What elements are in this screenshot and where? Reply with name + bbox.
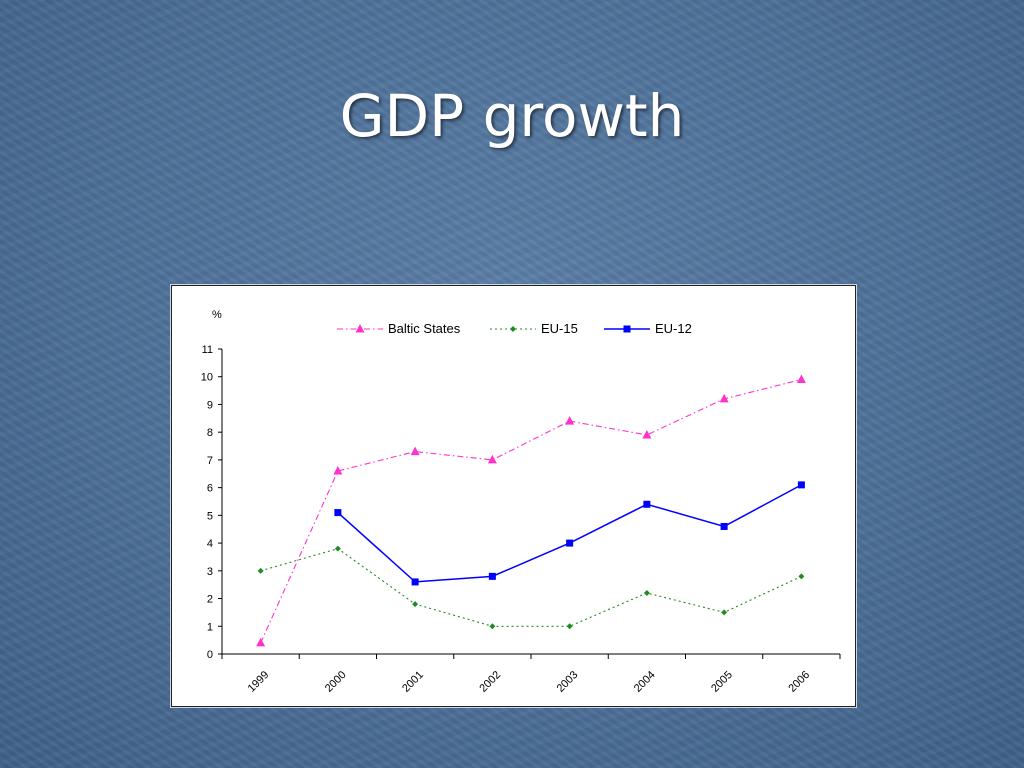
series-line bbox=[260, 548, 802, 627]
data-point bbox=[566, 623, 573, 630]
data-point bbox=[410, 446, 420, 456]
legend-label: EU-15 bbox=[541, 321, 578, 336]
data-point bbox=[720, 522, 728, 530]
data-point bbox=[487, 454, 497, 464]
gdp-line-chart: % Baltic States EU-15 EU-12 0 1 2 3 4 5 6 7 8 9 10 11… bbox=[201, 309, 841, 695]
y-tick-label: 10 bbox=[201, 372, 213, 384]
data-point bbox=[643, 590, 650, 596]
y-tick-label: 7 bbox=[207, 455, 213, 467]
y-tick-label: 9 bbox=[207, 399, 213, 411]
legend-label: Baltic States bbox=[388, 321, 461, 336]
data-point bbox=[797, 481, 805, 489]
axes: 0 1 2 3 4 5 6 7 8 9 10 11 1999 2000 2001 2002 2003 2004 20… bbox=[201, 344, 841, 695]
data-point bbox=[257, 567, 264, 574]
y-unit-label: % bbox=[212, 309, 222, 321]
y-tick-label: 1 bbox=[207, 621, 213, 633]
y-tick-label: 11 bbox=[202, 344, 213, 356]
x-tick-label: 2003 bbox=[555, 669, 581, 695]
slide-title: GDP growth bbox=[339, 82, 685, 150]
x-tick-label: 1999 bbox=[246, 669, 272, 695]
data-point bbox=[333, 466, 343, 475]
series-eu-12 bbox=[334, 481, 805, 586]
data-point bbox=[566, 539, 574, 547]
data-point bbox=[256, 637, 266, 647]
data-point bbox=[623, 325, 631, 333]
data-point bbox=[719, 393, 729, 403]
data-point bbox=[721, 609, 728, 616]
series-group bbox=[256, 374, 806, 647]
data-point bbox=[355, 324, 365, 333]
data-point bbox=[565, 416, 575, 425]
data-point bbox=[643, 500, 651, 508]
data-point bbox=[412, 601, 419, 608]
data-point bbox=[411, 578, 419, 586]
data-point bbox=[510, 326, 516, 332]
data-point bbox=[488, 572, 496, 580]
data-point bbox=[796, 374, 806, 383]
series-line bbox=[260, 378, 802, 644]
y-tick-label: 8 bbox=[207, 427, 213, 439]
x-tick-label: 2002 bbox=[477, 669, 503, 695]
series-baltic-states bbox=[256, 374, 806, 647]
legend-label: EU-12 bbox=[655, 321, 692, 336]
series-line bbox=[337, 484, 802, 583]
x-tick-label: 2000 bbox=[323, 669, 349, 695]
data-point bbox=[489, 623, 496, 630]
data-point bbox=[798, 573, 805, 580]
series-eu-15 bbox=[257, 545, 805, 630]
data-point bbox=[334, 545, 341, 552]
legend: Baltic States EU-15 EU-12 bbox=[337, 321, 692, 336]
y-tick-label: 0 bbox=[207, 649, 213, 661]
y-tick-label: 2 bbox=[207, 594, 213, 606]
y-tick-label: 3 bbox=[207, 566, 213, 578]
data-point bbox=[334, 509, 342, 517]
chart-frame: % Baltic States EU-15 EU-12 0 1 2 3 4 5 6 7 8 9 10 11… bbox=[171, 285, 856, 707]
x-tick-label: 2004 bbox=[632, 669, 658, 695]
y-tick-label: 5 bbox=[207, 510, 213, 522]
y-tick-label: 4 bbox=[207, 538, 213, 550]
x-tick-label: 2001 bbox=[400, 669, 426, 695]
x-tick-label: 2006 bbox=[786, 669, 812, 695]
y-tick-label: 6 bbox=[207, 483, 213, 495]
x-tick-label: 2005 bbox=[709, 669, 735, 695]
data-point bbox=[642, 429, 652, 439]
